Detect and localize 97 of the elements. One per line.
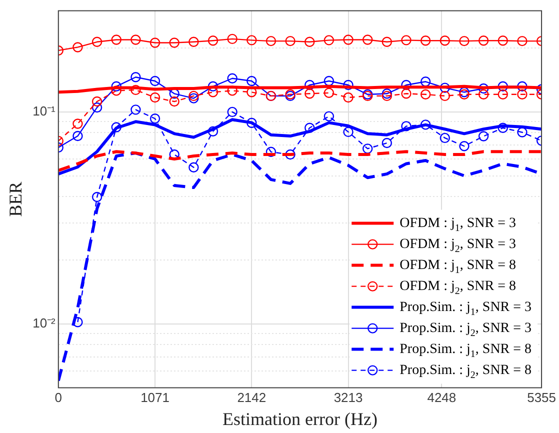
point <box>324 76 334 86</box>
point <box>401 121 412 132</box>
point <box>111 81 122 92</box>
point <box>362 34 373 45</box>
x-tick-label: 0 <box>54 390 62 406</box>
point <box>517 89 528 100</box>
point <box>246 76 257 86</box>
point <box>188 162 199 172</box>
point <box>362 144 373 154</box>
x-tick-label: 1071 <box>140 390 170 406</box>
point <box>266 146 276 158</box>
point <box>92 192 102 202</box>
point <box>420 89 431 100</box>
point <box>208 87 218 98</box>
point <box>420 76 431 87</box>
point <box>285 149 296 160</box>
point <box>343 34 354 45</box>
point <box>304 88 315 99</box>
point <box>266 36 276 46</box>
point <box>227 86 238 96</box>
point <box>440 132 450 144</box>
point <box>208 126 218 136</box>
point <box>382 36 392 48</box>
point <box>420 120 431 130</box>
point <box>440 36 450 46</box>
point <box>227 73 238 84</box>
point <box>188 93 199 104</box>
point <box>498 36 508 46</box>
point <box>498 81 508 92</box>
point <box>169 38 180 48</box>
point <box>227 34 238 44</box>
point <box>150 38 160 48</box>
x-tick-label: 2142 <box>237 390 266 406</box>
point <box>401 80 412 90</box>
point <box>517 36 528 46</box>
point <box>188 36 199 48</box>
point <box>440 90 450 102</box>
point <box>459 141 470 152</box>
point <box>517 127 528 138</box>
point <box>401 88 412 99</box>
point <box>130 72 141 82</box>
point <box>401 35 412 46</box>
point <box>382 138 392 148</box>
point <box>478 83 489 94</box>
point <box>72 317 83 328</box>
point <box>324 88 334 98</box>
point <box>130 104 141 115</box>
point <box>478 36 489 46</box>
point <box>382 90 392 102</box>
point <box>498 89 508 100</box>
point <box>150 76 160 86</box>
point <box>188 90 199 102</box>
point <box>92 36 102 48</box>
point <box>111 122 122 132</box>
point <box>130 34 141 45</box>
point <box>459 36 470 46</box>
point <box>324 35 334 46</box>
point <box>72 42 83 52</box>
point <box>208 36 218 46</box>
point <box>111 34 122 45</box>
point <box>227 106 238 118</box>
point <box>343 126 354 138</box>
y-tick-label: 10⁻² <box>32 316 56 331</box>
point <box>382 88 392 99</box>
point <box>324 111 334 122</box>
point <box>478 89 489 100</box>
point <box>72 118 83 129</box>
x-tick-label: 3213 <box>334 390 363 406</box>
point <box>304 122 315 134</box>
point <box>440 82 450 93</box>
point <box>285 36 296 46</box>
point <box>92 102 102 113</box>
point <box>111 86 122 96</box>
point <box>130 84 141 96</box>
point <box>459 89 470 100</box>
point <box>304 80 315 90</box>
x-tick-label: 4248 <box>427 390 456 406</box>
point <box>72 130 83 142</box>
y-axis-title: BER <box>6 182 26 217</box>
point <box>92 96 102 107</box>
point <box>169 96 180 107</box>
point <box>478 131 489 142</box>
point <box>498 122 508 134</box>
point <box>169 88 180 99</box>
point <box>304 36 315 48</box>
y-tick-label: 10⁻¹ <box>32 104 56 119</box>
point <box>343 92 354 103</box>
point <box>420 36 431 46</box>
point <box>150 114 160 124</box>
point <box>208 81 218 92</box>
point <box>246 118 257 128</box>
point <box>246 35 257 46</box>
point <box>150 92 160 103</box>
point <box>343 80 354 90</box>
point <box>517 81 528 92</box>
x-tick-label: 5355 <box>527 390 556 406</box>
x-axis-title: Estimation error (Hz) <box>222 408 378 429</box>
